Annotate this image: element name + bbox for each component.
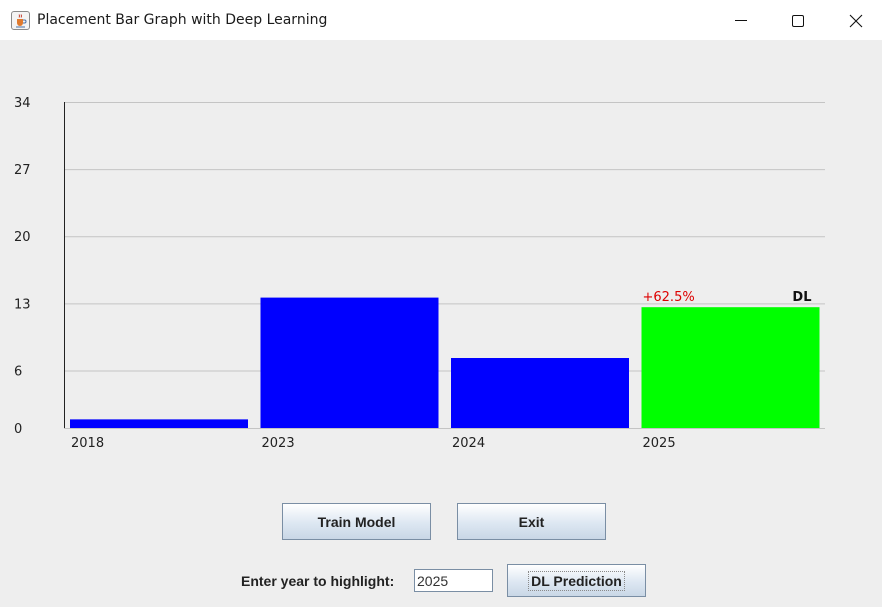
- exit-button[interactable]: Exit: [457, 503, 606, 540]
- y-tick-label: 27: [14, 163, 31, 178]
- bar-chart: 0 6 13 20 27 34 2018 2023 2024 2025 +62.5% DL: [14, 96, 825, 451]
- y-tick-label: 6: [14, 364, 22, 379]
- growth-annotation: +62.5%: [643, 290, 695, 305]
- window-title: Placement Bar Graph with Deep Learning: [37, 12, 328, 28]
- highlight-year-input[interactable]: [414, 569, 493, 592]
- maximize-button[interactable]: [774, 0, 820, 40]
- java-cup-icon: [11, 11, 30, 30]
- dl-prediction-button[interactable]: DL Prediction: [507, 564, 646, 597]
- bar-2024: [451, 358, 629, 428]
- title-bar: Placement Bar Graph with Deep Learning: [0, 0, 882, 40]
- bar-2023: [260, 297, 439, 428]
- y-tick-label: 13: [14, 297, 31, 312]
- y-tick-label: 0: [14, 422, 22, 437]
- minimize-button[interactable]: [718, 0, 764, 40]
- close-button[interactable]: [832, 0, 878, 40]
- y-tick-label: 20: [14, 230, 31, 245]
- train-model-button[interactable]: Train Model: [282, 503, 431, 540]
- bar-2025: [641, 307, 820, 428]
- dl-prediction-label: DL Prediction: [528, 570, 625, 591]
- x-tick-label: 2024: [452, 436, 485, 451]
- maximize-icon: [792, 15, 804, 27]
- bar-2018: [70, 419, 248, 428]
- highlight-year-label: Enter year to highlight:: [241, 573, 395, 589]
- x-tick-label: 2023: [262, 436, 295, 451]
- x-tick-label: 2018: [71, 436, 104, 451]
- y-tick-label: 34: [14, 96, 31, 111]
- dl-annotation: DL: [792, 290, 811, 305]
- x-tick-label: 2025: [643, 436, 676, 451]
- minimize-icon: [735, 20, 747, 21]
- close-icon: [849, 14, 863, 28]
